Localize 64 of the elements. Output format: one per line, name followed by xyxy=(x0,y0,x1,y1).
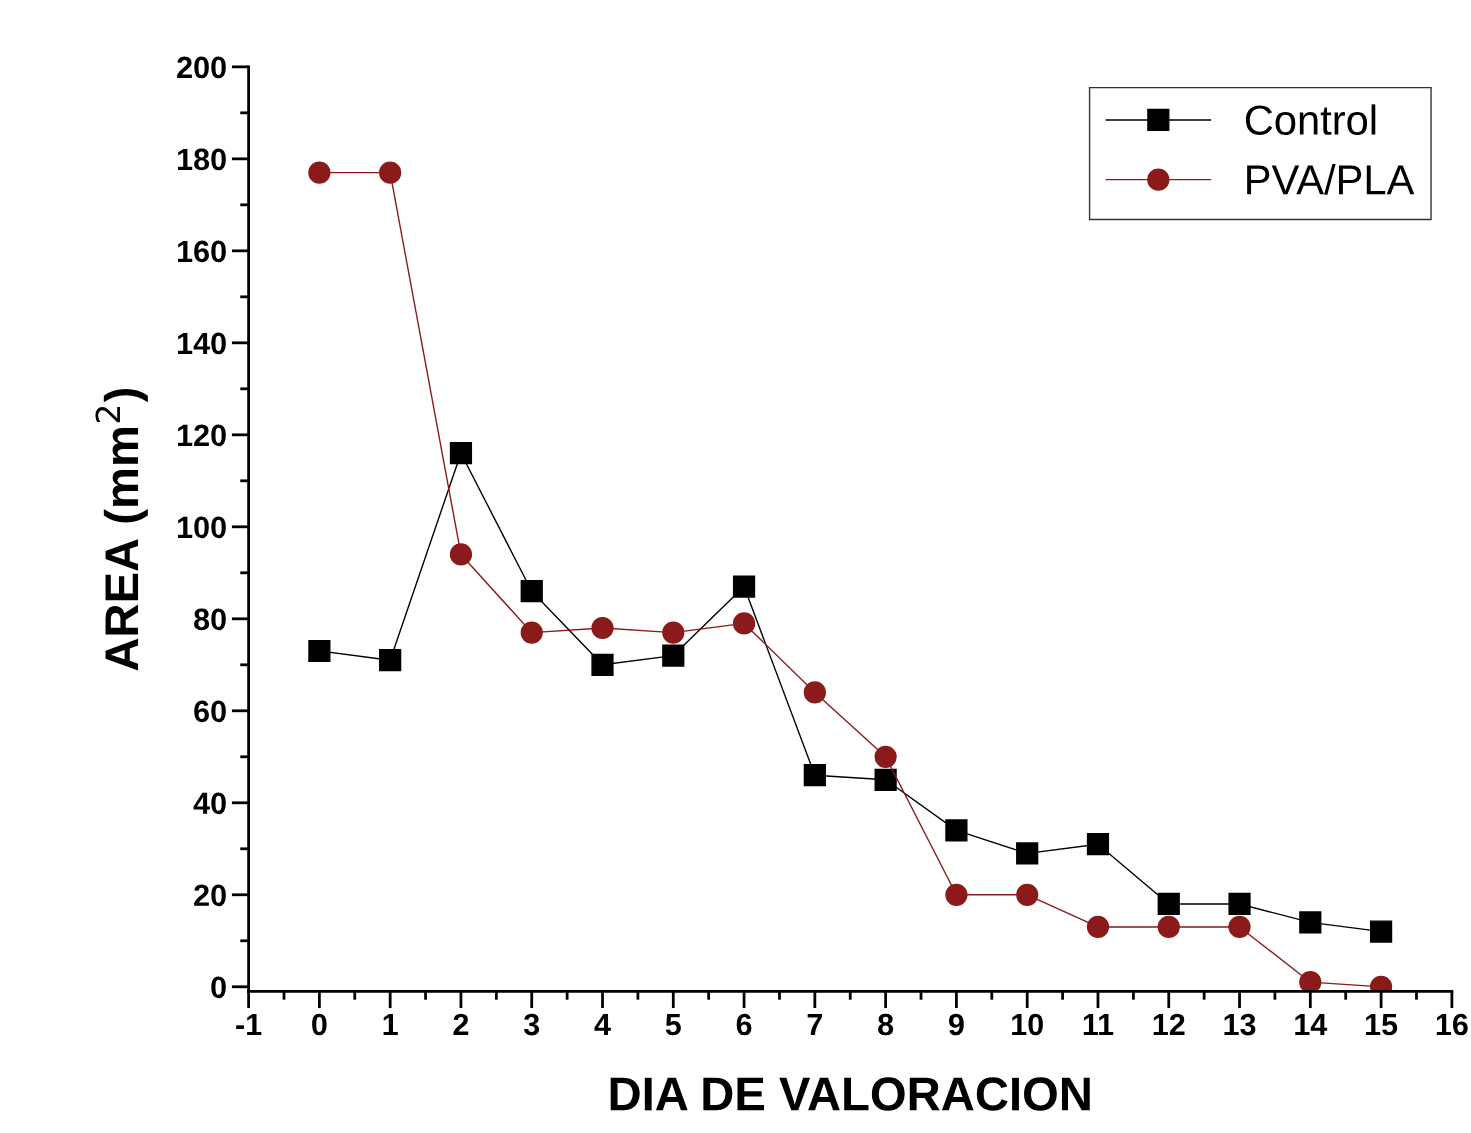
point xyxy=(874,768,897,791)
y-tick-label: 100 xyxy=(178,516,226,539)
x-tick-label: 9 xyxy=(948,1013,964,1036)
point xyxy=(591,616,614,640)
point xyxy=(945,883,968,906)
point xyxy=(379,649,402,672)
point xyxy=(945,819,968,842)
x-tick-label: 7 xyxy=(807,1014,822,1036)
x-tick-label: 6 xyxy=(736,1013,752,1036)
point xyxy=(520,621,543,644)
point xyxy=(1086,833,1110,856)
y-tick-label: 0 xyxy=(211,976,226,999)
point xyxy=(1157,915,1180,939)
point xyxy=(732,612,756,635)
x-tick-label: 12 xyxy=(1153,1013,1185,1036)
point xyxy=(591,653,614,676)
point xyxy=(308,639,331,663)
point xyxy=(874,745,897,768)
point xyxy=(1086,915,1110,939)
point xyxy=(1016,842,1039,865)
legend-label: Control xyxy=(1245,104,1376,135)
x-tick-label: 1 xyxy=(383,1014,398,1036)
x-tick-label: 0 xyxy=(312,1013,327,1036)
y-tick-label: 20 xyxy=(194,884,226,907)
y-tick-label: 180 xyxy=(178,148,226,171)
point xyxy=(1369,920,1393,943)
point xyxy=(803,764,826,787)
y-tick-label: 80 xyxy=(194,608,226,631)
y-tick-label: 200 xyxy=(177,56,226,79)
point xyxy=(1299,911,1322,934)
legend-label: PVA/PLA xyxy=(1247,164,1415,195)
point xyxy=(449,543,473,566)
x-tick-label: 10 xyxy=(1012,1013,1043,1036)
point xyxy=(662,621,685,644)
point xyxy=(732,575,756,598)
point xyxy=(1299,971,1322,992)
point xyxy=(308,161,331,184)
x-tick-label: 11 xyxy=(1083,1014,1114,1036)
x-axis-title: DIA DE VALORACION xyxy=(610,1077,1090,1111)
x-tick-label: 3 xyxy=(523,1013,540,1036)
x-tick-label: 5 xyxy=(665,1014,681,1036)
point xyxy=(1016,883,1039,906)
x-tick-label: 13 xyxy=(1224,1013,1256,1036)
x-tick-label: 15 xyxy=(1366,1014,1398,1036)
point xyxy=(379,161,402,184)
y-tick-label: 60 xyxy=(194,700,226,723)
point xyxy=(520,580,543,603)
x-tick-label: 16 xyxy=(1436,1013,1468,1036)
y-tick-label: 160 xyxy=(178,240,226,263)
point xyxy=(1157,892,1180,916)
point xyxy=(1228,892,1251,916)
x-tick-label: 4 xyxy=(594,1014,611,1036)
x-tick-label: -1 xyxy=(236,1014,262,1036)
point xyxy=(803,681,826,704)
x-tick-label: 8 xyxy=(878,1013,894,1036)
point xyxy=(662,644,685,667)
point xyxy=(449,442,473,465)
x-tick-label: 2 xyxy=(453,1013,469,1036)
x-tick-label: 14 xyxy=(1295,1014,1328,1036)
y-tick-label: 120 xyxy=(178,424,226,447)
y-tick-label: 40 xyxy=(193,792,226,815)
y-axis-title: AREA (mm$^{2}$) xyxy=(95,388,148,671)
point xyxy=(1228,915,1251,939)
y-tick-label: 140 xyxy=(178,332,226,355)
